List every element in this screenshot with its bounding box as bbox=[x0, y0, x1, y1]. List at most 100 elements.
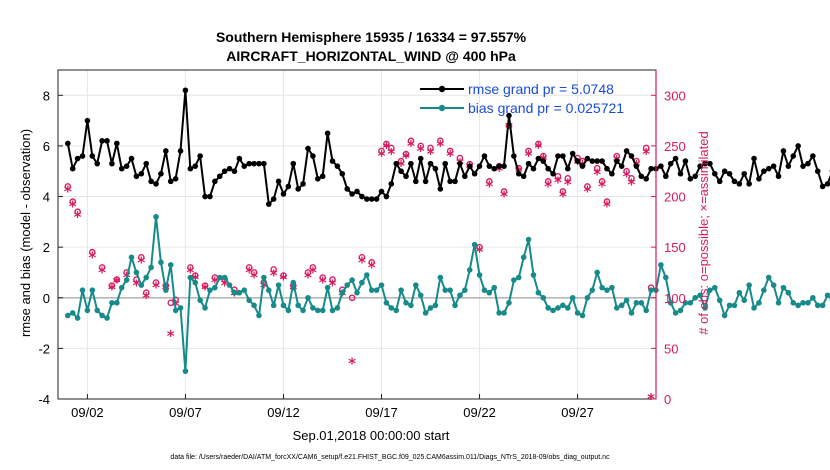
rmse-point bbox=[751, 155, 757, 162]
rmse-point bbox=[550, 170, 556, 177]
bias-point bbox=[677, 307, 684, 314]
bias-point bbox=[447, 287, 453, 293]
bias-point bbox=[280, 302, 287, 309]
obs-assimilated-point: * bbox=[476, 243, 484, 261]
bias-point bbox=[300, 307, 306, 314]
x-tick-label: 09/02 bbox=[71, 405, 104, 420]
legend-rmse-marker bbox=[438, 85, 446, 93]
rmse-point bbox=[770, 163, 777, 169]
bias-point bbox=[192, 279, 199, 286]
obs-possible-point bbox=[309, 264, 317, 271]
rmse-point bbox=[354, 188, 360, 195]
obs-possible-point bbox=[329, 276, 336, 283]
bias-point bbox=[481, 287, 488, 293]
bias-point bbox=[491, 284, 498, 291]
obs-assimilated-point: * bbox=[554, 173, 562, 191]
bias-point bbox=[560, 302, 566, 309]
axis-ticks: 09/02 09/07 09/12 09/17 09/22 09/27 -4 -2 0 2 4 6 8 0… bbox=[38, 70, 686, 420]
bias-point bbox=[94, 307, 101, 314]
rmse-point bbox=[707, 160, 713, 167]
rmse-point bbox=[560, 153, 566, 159]
rmse-point bbox=[94, 160, 101, 167]
obs-assimilated-point: * bbox=[329, 277, 337, 295]
obs-possible-point bbox=[446, 147, 454, 155]
rmse-point bbox=[496, 163, 502, 169]
rmse-point bbox=[403, 173, 409, 180]
obs-possible-point bbox=[417, 142, 425, 150]
bias-point bbox=[123, 277, 130, 283]
bias-point bbox=[726, 302, 733, 309]
obs-assimilated-point: * bbox=[505, 119, 513, 137]
obs-assimilated-point: * bbox=[446, 147, 454, 165]
bias-point bbox=[790, 300, 797, 306]
rmse-point bbox=[506, 112, 512, 119]
rmse-point bbox=[564, 165, 571, 172]
obs-possible-point bbox=[407, 137, 415, 145]
rmse-point bbox=[158, 170, 164, 177]
obs-possible-point bbox=[559, 188, 567, 195]
rmse-point bbox=[511, 153, 517, 159]
rmse-point bbox=[241, 163, 248, 169]
bias-point bbox=[305, 294, 311, 301]
rmse-point bbox=[182, 87, 189, 94]
rmse-point bbox=[462, 173, 468, 180]
bias-point bbox=[187, 274, 194, 281]
rmse-point bbox=[84, 117, 91, 124]
rmse-point bbox=[442, 160, 449, 167]
rmse-point bbox=[447, 178, 453, 185]
bias-point bbox=[65, 312, 71, 319]
obs-possible-point bbox=[187, 264, 194, 271]
rmse-point bbox=[726, 170, 733, 177]
rmse-point bbox=[501, 163, 507, 169]
obs-assimilated-point: * bbox=[221, 277, 229, 295]
y-left-tick-label: -4 bbox=[38, 392, 50, 407]
y-left-tick-label: 4 bbox=[43, 190, 50, 205]
bias-point bbox=[408, 302, 414, 309]
rmse-point bbox=[790, 153, 797, 159]
bias-point bbox=[594, 269, 600, 276]
x-tick-label: 09/17 bbox=[365, 405, 398, 420]
bias-point bbox=[795, 302, 801, 309]
bias-point bbox=[89, 287, 96, 293]
bias-point bbox=[388, 305, 395, 311]
bias-point bbox=[354, 289, 360, 296]
rmse-point bbox=[324, 130, 331, 137]
obs-assimilated-point: * bbox=[382, 139, 390, 157]
rmse-point bbox=[579, 163, 586, 169]
bias-point bbox=[413, 282, 419, 288]
bias-point bbox=[667, 300, 674, 306]
rmse-point bbox=[300, 181, 306, 187]
rmse-point bbox=[491, 165, 498, 172]
bias-point bbox=[310, 305, 316, 311]
bias-point bbox=[133, 269, 140, 276]
rmse-point bbox=[305, 145, 311, 152]
rmse-point bbox=[393, 160, 400, 167]
rmse-point bbox=[89, 153, 96, 159]
bias-point bbox=[99, 312, 105, 319]
bias-point bbox=[805, 300, 811, 306]
rmse-point bbox=[422, 178, 429, 185]
bias-point bbox=[212, 284, 218, 291]
obs-assimilated-point: * bbox=[245, 263, 253, 281]
rmse-point bbox=[638, 173, 645, 180]
x-tick-label: 09/12 bbox=[267, 405, 300, 420]
bias-point bbox=[530, 272, 537, 278]
bias-point bbox=[364, 272, 370, 278]
bias-point bbox=[648, 287, 654, 293]
y-left-tick-label: 6 bbox=[43, 139, 50, 154]
obs-possible-point bbox=[69, 198, 77, 205]
y-right-tick-label: 50 bbox=[664, 341, 678, 356]
rmse-point bbox=[667, 160, 674, 167]
bias-point bbox=[241, 287, 248, 293]
rmse-point bbox=[692, 173, 699, 180]
rmse-point bbox=[408, 160, 414, 167]
bias-point bbox=[741, 297, 748, 304]
obs-assimilated-point: * bbox=[304, 269, 312, 287]
obs-possible-point bbox=[437, 137, 444, 145]
bias-point bbox=[275, 282, 282, 288]
bias-point bbox=[613, 305, 620, 311]
bias-point bbox=[403, 300, 409, 306]
rmse-point bbox=[314, 176, 321, 182]
y-left-tick-label: 8 bbox=[43, 88, 50, 103]
